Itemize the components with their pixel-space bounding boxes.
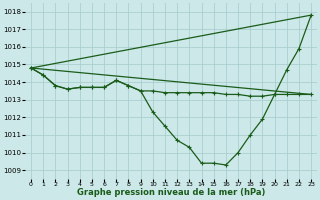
X-axis label: Graphe pression niveau de la mer (hPa): Graphe pression niveau de la mer (hPa) — [77, 188, 265, 197]
